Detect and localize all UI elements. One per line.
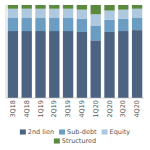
legend-item: Structured [54, 137, 96, 145]
bar [91, 25, 101, 40]
bar [104, 20, 114, 32]
bar [77, 32, 87, 98]
legend-swatch [59, 129, 65, 134]
x-tick-label: 2Q19 [50, 100, 58, 118]
bar [132, 9, 142, 18]
legend-item: Sub-debt [59, 128, 97, 136]
x-tick-label: 3Q20 [119, 100, 127, 118]
legend: 2nd lien Sub-debt Equity Structured [20, 128, 130, 145]
bar [8, 18, 18, 31]
series [8, 18, 143, 40]
bar [49, 9, 59, 18]
legend-item: 2nd lien [20, 128, 54, 136]
x-tick-label: 2Q20 [106, 100, 114, 118]
bar [8, 5, 18, 9]
legend-label: Sub-debt [67, 128, 97, 136]
bar [63, 5, 73, 9]
series [8, 9, 143, 26]
bar [118, 19, 128, 31]
bar [132, 5, 142, 9]
x-tick-label: 4Q19 [78, 100, 86, 118]
legend-label: Structured [62, 137, 96, 145]
bar [35, 9, 45, 18]
bars [8, 5, 143, 98]
bar [91, 40, 101, 98]
legend-swatch [54, 138, 60, 143]
bar [91, 14, 101, 25]
bar [104, 32, 114, 98]
bar [63, 18, 73, 31]
bar [132, 18, 142, 30]
legend-swatch [20, 129, 26, 134]
bar [22, 18, 32, 31]
bar [118, 5, 128, 10]
bar [104, 11, 114, 20]
legend-label: Equity [110, 128, 131, 136]
x-tick-label: 3Q18 [9, 100, 17, 118]
legend-item: Equity [102, 128, 131, 136]
legend-label: 2nd lien [28, 128, 54, 136]
bar [49, 31, 59, 98]
legend-swatch [102, 129, 108, 134]
x-tick-label: 3Q19 [64, 100, 72, 118]
bar [104, 5, 114, 11]
bar [8, 31, 18, 98]
x-tick-label: 1Q19 [37, 100, 45, 118]
bar [118, 10, 128, 19]
bar [22, 5, 32, 9]
bar [35, 31, 45, 98]
chart: 3Q18 4Q18 1Q19 2Q19 3Q19 4Q19 1Q20 2Q20 3Q20 4Q20… [0, 0, 150, 150]
bar [132, 30, 142, 98]
x-tick-label: 4Q18 [23, 100, 31, 118]
bar [22, 31, 32, 98]
x-tick-label: 4Q20 [133, 100, 141, 118]
bar [77, 5, 87, 10]
bar [49, 5, 59, 9]
bar [77, 10, 87, 19]
bar [91, 5, 101, 14]
bar [22, 9, 32, 18]
bar [77, 19, 87, 32]
bar [49, 18, 59, 31]
bar [8, 9, 18, 18]
series [8, 30, 143, 98]
y-axis-line [6, 5, 7, 98]
x-tick-label: 1Q20 [92, 100, 100, 118]
series [8, 5, 143, 14]
bar [63, 9, 73, 18]
x-axis-line [6, 98, 144, 99]
bar [35, 5, 45, 9]
bar [35, 18, 45, 31]
bar [63, 31, 73, 98]
bar [118, 31, 128, 98]
